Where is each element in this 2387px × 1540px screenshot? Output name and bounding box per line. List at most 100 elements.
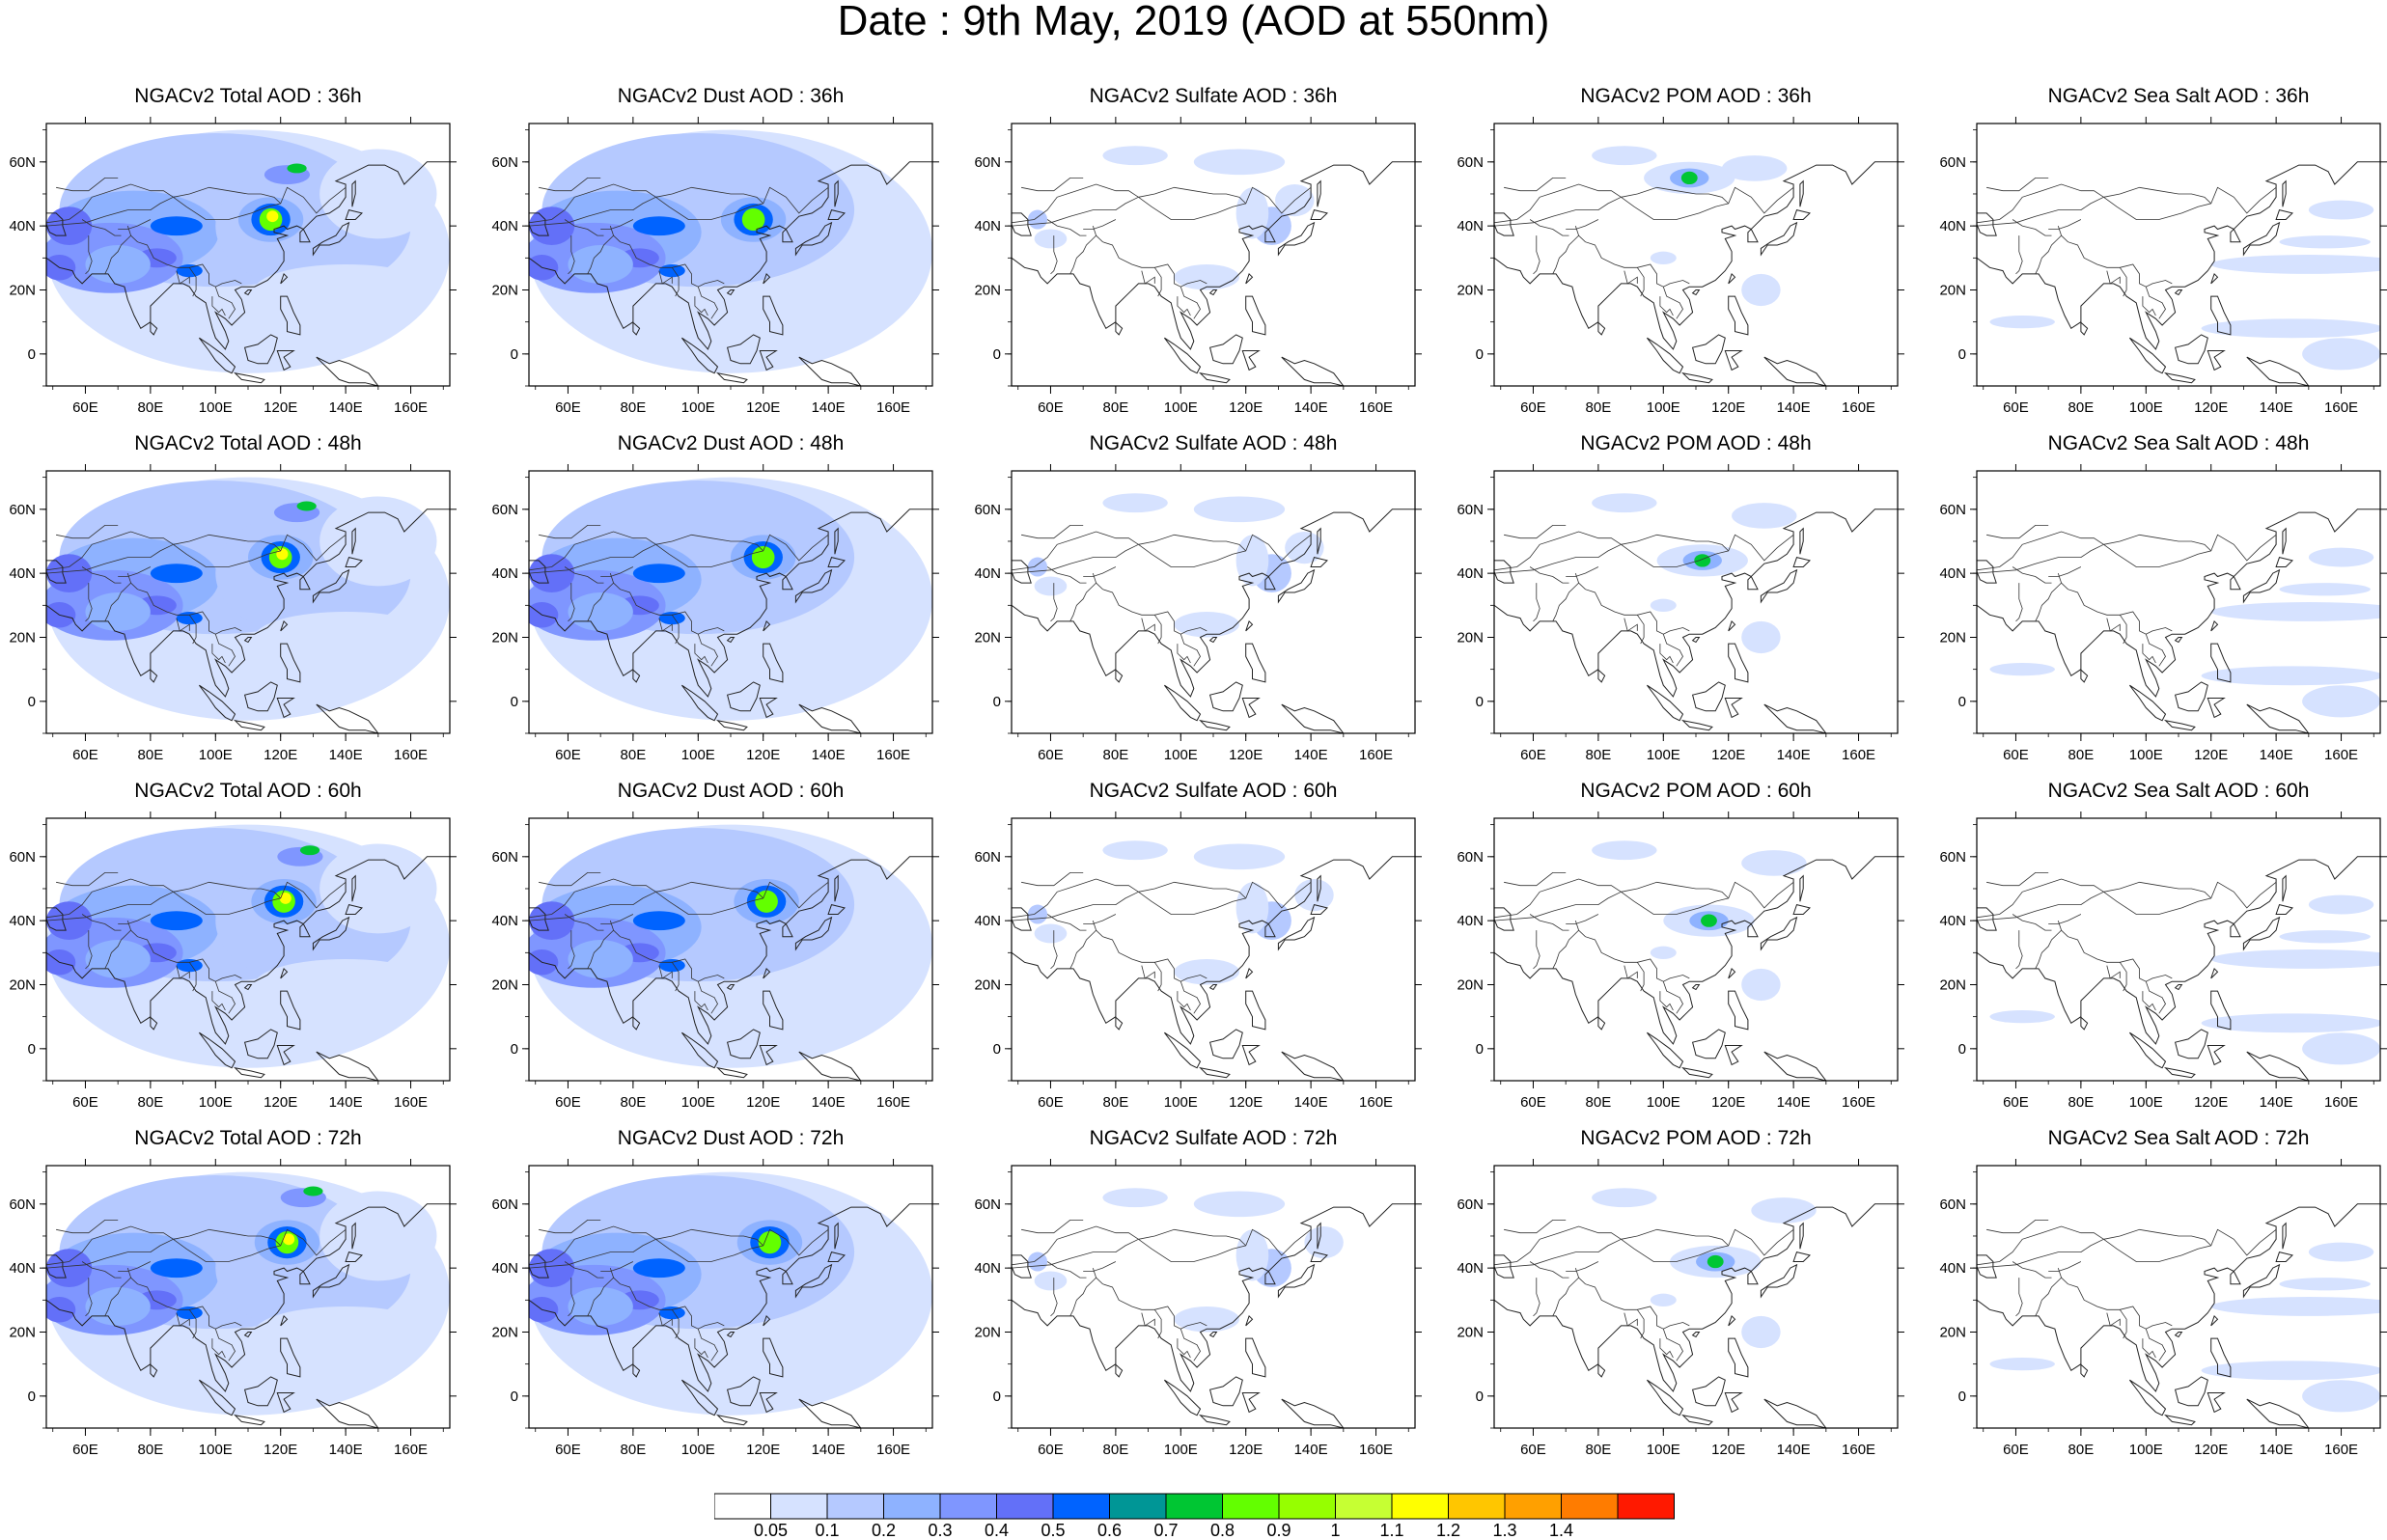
coastline (1164, 1031, 1202, 1069)
lon-tick-label: 160E (394, 1094, 428, 1111)
coastline (763, 272, 771, 285)
country-border (1977, 186, 2277, 227)
country-border (2119, 962, 2127, 992)
lat-tick-label: 40N (491, 565, 518, 582)
coastline (316, 703, 379, 733)
country-border (655, 534, 763, 552)
panel-title: NGACv2 Dust AOD : 48h (617, 432, 845, 454)
aod-plume (1034, 576, 1068, 596)
lon-tick-label: 120E (1711, 1442, 1745, 1458)
country-border (1529, 566, 1569, 584)
lon-tick-label: 100E (199, 1094, 233, 1111)
country-border (1659, 296, 1674, 316)
aod-plume (1741, 968, 1781, 1002)
aod-plume (1592, 1188, 1657, 1208)
lat-tick-label: 0 (993, 1389, 1001, 1405)
coastline (529, 1203, 932, 1392)
aod-plume (2279, 583, 2371, 596)
coastline (345, 904, 363, 915)
panel-title: NGACv2 Total AOD : 60h (134, 780, 362, 802)
coastline (2275, 904, 2293, 915)
country-border (1529, 219, 1569, 236)
lon-tick-label: 60E (2003, 747, 2029, 763)
country-border (1092, 920, 1207, 982)
coastline (1977, 212, 1997, 236)
lon-tick-label: 60E (1038, 399, 1064, 416)
lat-tick-label: 0 (1476, 1041, 1484, 1058)
coastline (276, 698, 295, 719)
coastline (2210, 272, 2219, 285)
country-border (671, 1309, 680, 1339)
lat-tick-label: 20N (1939, 976, 1966, 993)
coastline (1494, 161, 1898, 350)
aod-plume (751, 545, 775, 569)
country-border (1636, 962, 1645, 992)
aod-plume (1694, 554, 1711, 567)
aod-field (46, 129, 450, 386)
coastline (1647, 1031, 1684, 1069)
coastline (2210, 619, 2219, 632)
lon-tick-label: 100E (2129, 747, 2163, 763)
aod-plume (658, 263, 685, 278)
coastline (827, 1251, 846, 1262)
lon-tick-label: 140E (812, 1442, 846, 1458)
country-border (697, 981, 718, 1014)
aod-plume (266, 210, 279, 223)
lon-tick-label: 100E (2129, 399, 2163, 416)
lat-tick-label: 60N (1457, 502, 1484, 518)
coastline (280, 1337, 301, 1378)
coastline (2207, 1392, 2226, 1414)
aod-plume (2302, 1380, 2380, 1413)
coastline (1799, 1222, 1804, 1250)
country-border (126, 225, 242, 288)
coastline (827, 209, 846, 220)
coastline (243, 334, 278, 365)
lon-tick-label: 100E (1164, 1442, 1198, 1458)
country-border (655, 1228, 763, 1247)
colorbar-label: 0.05 (754, 1521, 788, 1536)
aod-plume (254, 611, 437, 664)
panel-title: NGACv2 Dust AOD : 72h (617, 1127, 845, 1149)
coastline (1317, 1222, 1321, 1250)
country-border (529, 1225, 656, 1266)
lat-tick-label: 0 (511, 694, 518, 710)
lat-tick-label: 0 (28, 1389, 36, 1405)
aod-field (529, 129, 932, 386)
country-border (2035, 582, 2062, 622)
colorbar-label: 1.2 (1436, 1521, 1460, 1536)
map-canvas: 60N 40N 20N 0 60E 80E 100E 120E 140E 160E (9, 811, 457, 1111)
lon-tick-label: 120E (746, 399, 780, 416)
lon-tick-label: 120E (264, 399, 297, 416)
country-border (1138, 881, 1246, 899)
country-border (1083, 219, 1117, 230)
country-border (1533, 583, 1540, 622)
country-border (564, 219, 604, 236)
lat-tick-label: 60N (491, 154, 518, 171)
coastline (1597, 669, 1606, 683)
country-border (173, 186, 281, 205)
country-border (1092, 1267, 1207, 1330)
coastline (2275, 1251, 2293, 1262)
country-border (1138, 534, 1246, 552)
lat-tick-label: 20N (1939, 629, 1966, 646)
country-border (1141, 1312, 1155, 1327)
aod-field (1012, 146, 1415, 386)
country-border (214, 981, 236, 1014)
country-border (2035, 1277, 2062, 1317)
panel-title: NGACv2 Sulfate AOD : 36h (1089, 85, 1338, 107)
country-border (81, 566, 122, 584)
country-border (1046, 914, 1087, 931)
country-border (176, 270, 190, 285)
country-border (2057, 572, 2173, 635)
lat-tick-label: 60N (491, 502, 518, 518)
country-border (1621, 881, 1729, 899)
lon-tick-label: 60E (1520, 399, 1546, 416)
lat-tick-label: 20N (974, 976, 1001, 993)
aod-plume (254, 263, 437, 316)
coastline (1198, 371, 1231, 384)
coastline (1241, 1045, 1261, 1066)
coastline (46, 509, 450, 698)
aod-field (1977, 509, 2380, 733)
lon-tick-label: 80E (138, 1094, 164, 1111)
lon-tick-label: 60E (1038, 1442, 1064, 1458)
